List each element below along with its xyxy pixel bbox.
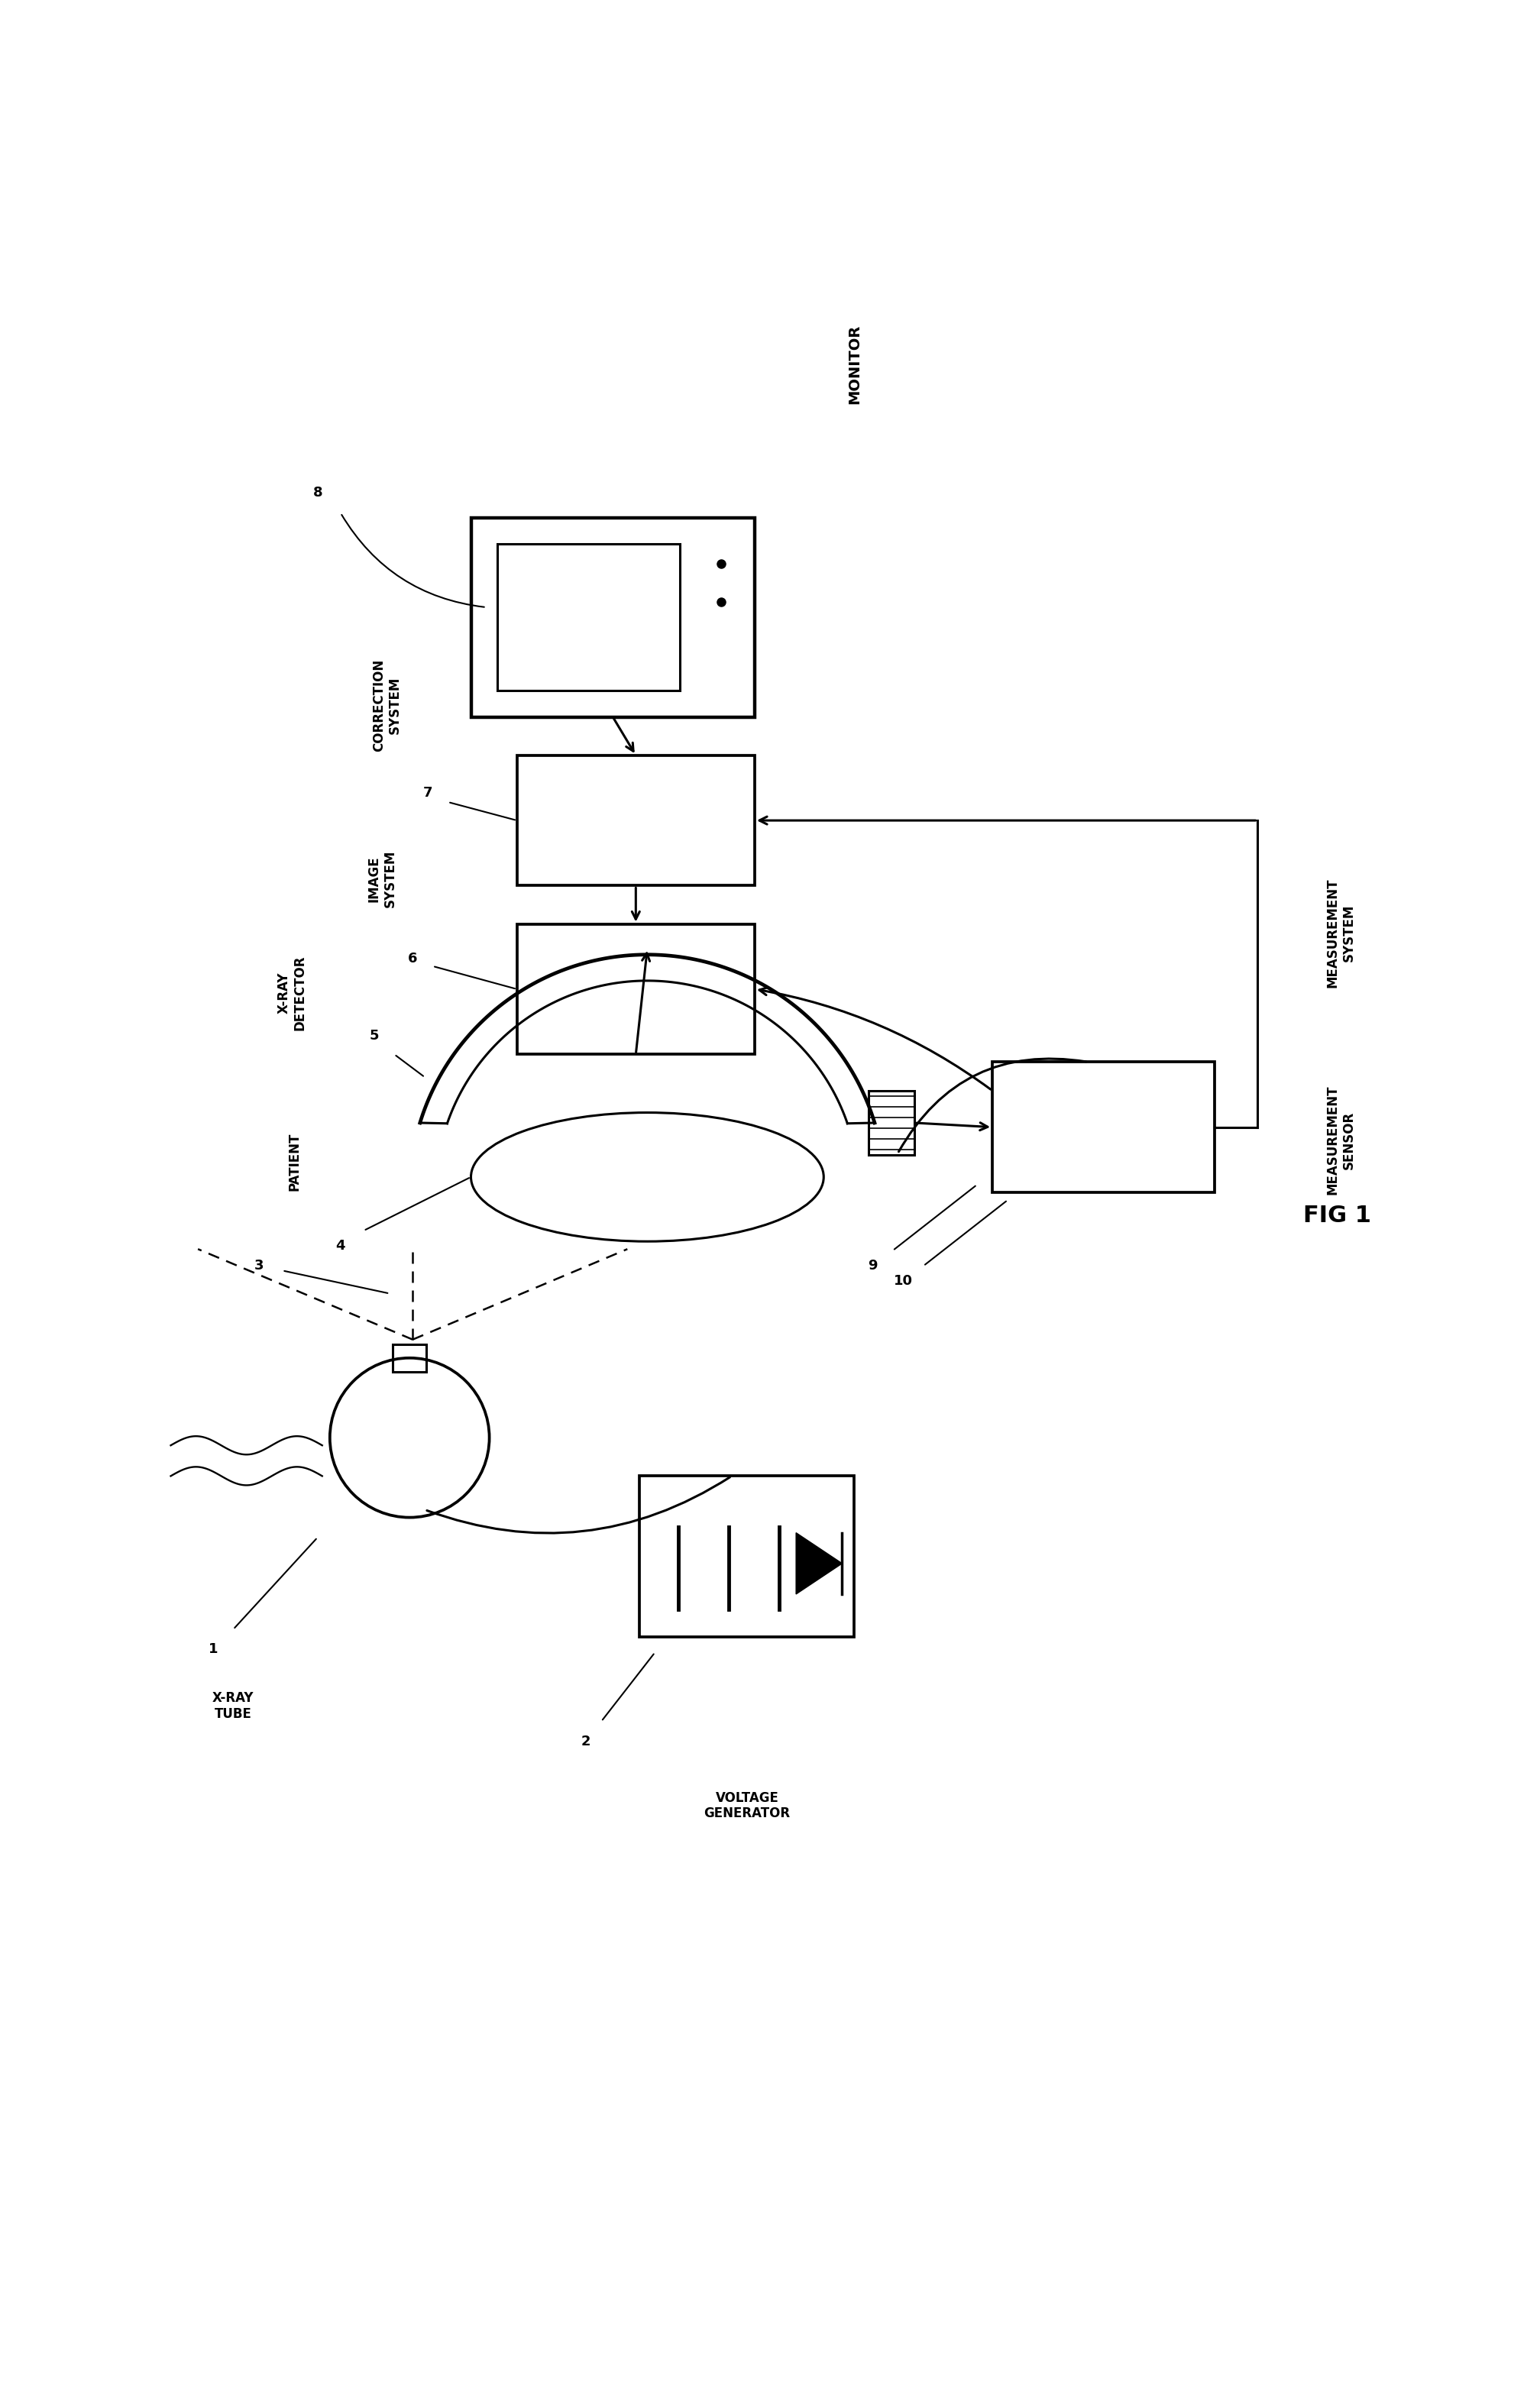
- Text: MONITOR: MONITOR: [847, 324, 861, 403]
- Bar: [471, 518, 755, 718]
- Bar: [517, 924, 755, 1054]
- Bar: [992, 1061, 1215, 1193]
- Bar: [517, 756, 755, 886]
- Text: VOLTAGE
GENERATOR: VOLTAGE GENERATOR: [704, 1790, 790, 1822]
- Text: 1: 1: [208, 1642, 219, 1656]
- Text: X-RAY
DETECTOR: X-RAY DETECTOR: [277, 955, 306, 1030]
- Text: 7: 7: [424, 785, 433, 799]
- Bar: [639, 1476, 855, 1637]
- Bar: [869, 1090, 915, 1154]
- Bar: [497, 545, 679, 691]
- Text: IMAGE
SYSTEM: IMAGE SYSTEM: [367, 850, 397, 907]
- Text: 10: 10: [893, 1274, 913, 1289]
- Text: PATIENT: PATIENT: [288, 1133, 302, 1190]
- Text: FIG 1: FIG 1: [1303, 1205, 1372, 1226]
- Text: MEASUREMENT
SENSOR: MEASUREMENT SENSOR: [1326, 1085, 1355, 1195]
- Text: 2: 2: [581, 1735, 591, 1747]
- Text: 5: 5: [370, 1030, 379, 1042]
- Text: 8: 8: [313, 487, 322, 499]
- Text: 4: 4: [336, 1238, 345, 1253]
- Text: MEASUREMENT
SYSTEM: MEASUREMENT SYSTEM: [1326, 878, 1355, 989]
- Polygon shape: [796, 1534, 842, 1594]
- Text: 6: 6: [408, 950, 417, 965]
- Bar: [393, 1344, 427, 1373]
- Text: 9: 9: [869, 1260, 878, 1272]
- Text: 3: 3: [254, 1260, 263, 1272]
- Text: X-RAY
TUBE: X-RAY TUBE: [213, 1692, 254, 1721]
- Text: CORRECTION
SYSTEM: CORRECTION SYSTEM: [371, 660, 402, 751]
